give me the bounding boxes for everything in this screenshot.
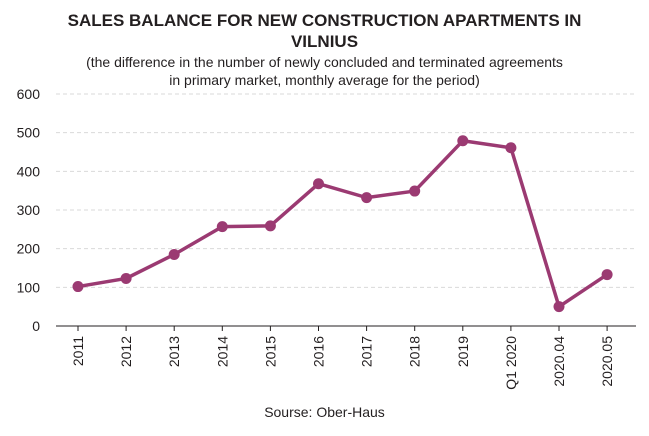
y-tick-label: 600 [17, 86, 41, 102]
x-tick-label: 2013 [166, 336, 182, 367]
source-note: Sourse: Ober-Haus [264, 404, 385, 420]
chart-title-line-1: SALES BALANCE FOR NEW CONSTRUCTION APART… [67, 11, 582, 30]
x-tick-label: 2012 [118, 336, 134, 367]
y-tick-label: 0 [32, 318, 40, 334]
data-point [168, 248, 180, 260]
x-tick-label: 2016 [311, 336, 327, 367]
x-tick-label: 2018 [407, 336, 423, 367]
x-tick-label: 2011 [70, 336, 86, 366]
x-tick-label: 2014 [214, 336, 230, 367]
data-point [72, 281, 84, 293]
x-tick-label: 2020.04 [551, 336, 567, 387]
data-point [313, 178, 324, 190]
data-point [409, 185, 421, 197]
data-point [457, 135, 469, 147]
y-tick-label: 100 [17, 279, 41, 295]
chart-title-line-2: VILNIUS [290, 32, 359, 51]
y-tick-label: 500 [17, 125, 41, 141]
series-line [76, 139, 609, 309]
data-point [553, 301, 565, 313]
data-point [505, 142, 517, 154]
data-point [601, 269, 613, 281]
y-tick-label: 200 [17, 241, 41, 257]
x-tick-label: Q1 2020 [503, 336, 519, 390]
data-point [216, 221, 228, 233]
data-point [264, 220, 276, 232]
x-tick-label: 2020.05 [599, 336, 615, 387]
x-tick-label: 2015 [262, 336, 278, 367]
data-point [120, 272, 132, 284]
y-tick-label: 400 [17, 163, 41, 179]
x-tick-label: 2019 [455, 336, 471, 367]
x-tick-label: 2017 [359, 336, 375, 367]
chart-subtitle-line-1: (the difference in the number of newly c… [86, 54, 563, 70]
y-tick-label: 300 [17, 202, 41, 218]
data-point [361, 192, 373, 204]
chart-subtitle-line-2: in primary market, monthly average for t… [169, 72, 480, 88]
